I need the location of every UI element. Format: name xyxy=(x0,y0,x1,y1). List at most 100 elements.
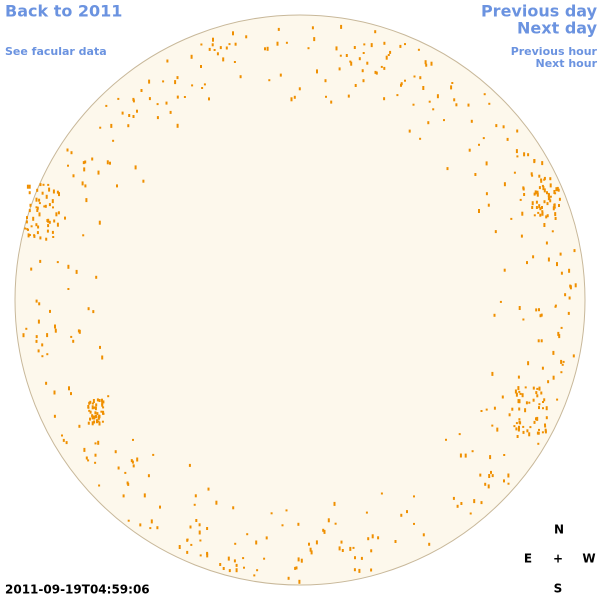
facular-spot xyxy=(539,207,542,211)
facular-spot xyxy=(573,249,576,253)
facular-spot xyxy=(56,190,59,194)
facular-spot xyxy=(541,161,544,166)
facular-spot xyxy=(517,399,520,404)
facular-spot xyxy=(538,186,541,190)
facular-spot xyxy=(558,204,560,207)
facular-spot xyxy=(35,299,38,303)
facular-spot xyxy=(518,407,521,411)
facular-spot xyxy=(554,304,557,307)
facular-spot xyxy=(542,407,544,410)
facular-spot xyxy=(165,101,168,105)
facular-spot xyxy=(511,407,514,411)
facular-spot xyxy=(474,173,477,176)
facular-spot xyxy=(482,137,485,140)
facular-spot xyxy=(38,202,41,205)
facular-spot xyxy=(293,95,296,99)
facular-spot xyxy=(297,557,300,562)
facular-spot xyxy=(340,24,343,29)
facular-spot xyxy=(413,75,416,78)
facular-spot xyxy=(340,540,343,544)
facular-spot xyxy=(219,563,222,566)
facular-spot xyxy=(523,152,526,157)
facular-spot xyxy=(246,533,249,536)
facular-spot xyxy=(242,557,245,560)
facular-spot xyxy=(232,31,234,36)
facular-spot xyxy=(64,216,66,220)
facular-spot xyxy=(502,125,505,129)
facular-spot xyxy=(549,195,552,198)
facular-spot xyxy=(517,428,520,432)
facular-spot xyxy=(294,566,297,570)
facular-spot xyxy=(335,46,338,51)
facular-spot xyxy=(166,59,169,63)
back-link[interactable]: Back to 2011 xyxy=(5,2,122,21)
facular-spot xyxy=(42,183,45,186)
facular-spot xyxy=(543,176,546,180)
facular-spot xyxy=(47,183,50,186)
facular-spot xyxy=(207,487,210,491)
facular-spot xyxy=(367,537,370,541)
facular-spot xyxy=(28,209,31,213)
facular-spot xyxy=(363,43,366,46)
facular-spot xyxy=(532,398,535,402)
facular-spot xyxy=(404,79,406,82)
facular-spot xyxy=(83,167,86,172)
facular-spot xyxy=(233,61,236,63)
facular-spot xyxy=(545,406,548,411)
facular-spot xyxy=(33,234,36,237)
facular-spot xyxy=(350,61,353,66)
facular-spot xyxy=(362,79,365,83)
facular-spot xyxy=(33,234,36,238)
facular-spot xyxy=(26,216,28,220)
facular-spot xyxy=(548,196,551,200)
facular-spot xyxy=(156,103,159,106)
next-day-link[interactable]: Next day xyxy=(517,19,598,38)
facular-spot xyxy=(178,545,181,549)
facular-spot xyxy=(281,524,284,527)
facular-spot xyxy=(66,148,69,152)
facular-spot xyxy=(554,217,557,220)
facular-spot xyxy=(366,61,369,65)
facular-spot xyxy=(371,534,374,539)
facular-spot xyxy=(143,493,146,498)
facular-spot xyxy=(107,395,110,398)
facular-spot xyxy=(228,43,231,46)
facular-spot xyxy=(227,556,230,561)
facular-spot xyxy=(186,550,189,554)
facular-spot xyxy=(338,546,341,551)
facular-spot xyxy=(46,333,49,338)
facular-spot xyxy=(95,275,98,279)
facular-spot xyxy=(38,212,41,217)
facular-spot xyxy=(222,567,225,570)
facular-spot xyxy=(487,484,490,489)
previous-hour-link[interactable]: Previous hour xyxy=(511,45,598,58)
facular-spot xyxy=(225,46,228,50)
facular-spot xyxy=(110,123,113,128)
facular-spot xyxy=(542,186,545,191)
facular-link[interactable]: See facular data xyxy=(5,45,107,58)
facular-spot xyxy=(399,44,402,48)
facular-spot xyxy=(528,401,531,404)
facular-spot xyxy=(380,492,383,495)
facular-spot xyxy=(140,89,143,92)
facular-spot xyxy=(53,414,56,418)
facular-spot xyxy=(544,430,547,434)
facular-spot xyxy=(324,79,327,83)
facular-spot xyxy=(553,206,556,209)
facular-spot xyxy=(106,160,109,165)
facular-spot xyxy=(56,261,59,264)
facular-spot xyxy=(446,167,449,171)
next-hour-link[interactable]: Next hour xyxy=(536,57,598,70)
facular-spot xyxy=(98,421,101,426)
facular-spot xyxy=(234,542,237,545)
previous-day-link[interactable]: Previous day xyxy=(481,2,598,21)
facular-spot xyxy=(75,269,78,274)
facular-spot xyxy=(213,49,216,51)
facular-spot xyxy=(156,526,159,530)
facular-spot xyxy=(383,41,386,45)
facular-spot xyxy=(24,227,27,230)
facular-spot xyxy=(200,65,202,68)
facular-spot xyxy=(536,190,539,194)
facular-spot xyxy=(537,211,540,214)
facular-spot xyxy=(558,334,561,339)
